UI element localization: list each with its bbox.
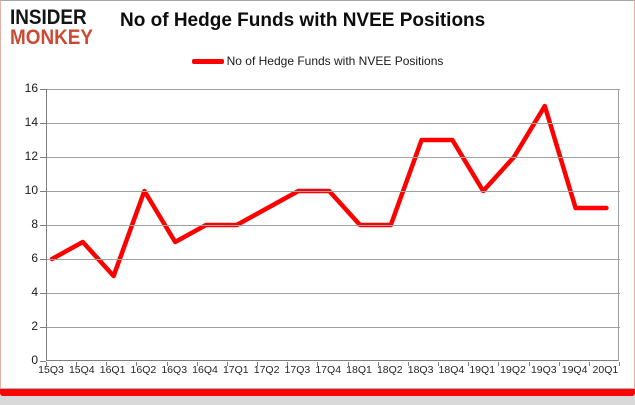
x-axis-category-label: 15Q3 bbox=[38, 364, 64, 376]
y-axis-tick bbox=[40, 259, 46, 260]
x-axis-category-label: 19Q3 bbox=[530, 364, 557, 376]
brand-red-bar bbox=[0, 389, 635, 396]
chart-title: No of Hedge Funds with NVEE Positions bbox=[120, 10, 486, 31]
x-axis-category-label: 18Q1 bbox=[346, 364, 372, 376]
insider-monkey-logo[interactable]: INSIDER MONKEY bbox=[10, 6, 93, 49]
x-axis-tick bbox=[136, 362, 138, 366]
gridline bbox=[47, 157, 620, 158]
x-axis-tick bbox=[558, 362, 560, 366]
y-axis-tick-label: 8 bbox=[31, 217, 38, 231]
gridline bbox=[47, 123, 620, 124]
x-axis-tick bbox=[226, 362, 228, 366]
y-axis-tick-label: 2 bbox=[31, 319, 38, 333]
x-axis-tick bbox=[257, 362, 259, 366]
gridline bbox=[47, 259, 620, 260]
x-axis-category-label: 17Q2 bbox=[253, 364, 280, 376]
x-axis-tick bbox=[619, 362, 620, 366]
y-axis-tick bbox=[40, 89, 46, 90]
x-axis-category-label: 16Q4 bbox=[192, 364, 218, 376]
plot-area bbox=[46, 89, 620, 361]
y-axis-tick bbox=[40, 361, 46, 362]
chart-widget: INSIDER MONKEY No of Hedge Funds with NV… bbox=[0, 0, 635, 389]
x-axis-category-label: 16Q2 bbox=[130, 364, 157, 376]
y-axis-tick-label: 12 bbox=[24, 149, 38, 163]
x-axis-tick bbox=[468, 362, 470, 366]
x-axis-tick bbox=[377, 362, 379, 366]
x-axis-category-label: 19Q2 bbox=[500, 364, 526, 376]
y-axis-tick bbox=[40, 157, 46, 158]
x-axis-tick bbox=[317, 362, 319, 366]
y-axis-tick-label: 16 bbox=[24, 81, 38, 95]
y-axis-tick-label: 4 bbox=[31, 285, 38, 299]
x-axis-category-label: 17Q4 bbox=[315, 364, 342, 376]
y-axis-tick bbox=[40, 191, 46, 192]
x-axis-tick bbox=[588, 362, 590, 366]
y-axis-tick-label: 10 bbox=[24, 183, 38, 197]
x-axis-category-label: 20Q1 bbox=[592, 364, 619, 376]
x-axis-category-label: 16Q1 bbox=[99, 364, 126, 376]
y-axis-tick bbox=[40, 327, 46, 328]
legend-label: No of Hedge Funds with NVEE Positions bbox=[226, 54, 444, 68]
logo-text-insider: INSIDER bbox=[10, 6, 87, 29]
legend: No of Hedge Funds with NVEE Positions bbox=[1, 54, 634, 68]
y-axis-tick-label: 6 bbox=[31, 251, 38, 265]
y-axis-tick bbox=[40, 225, 46, 226]
x-axis-category-label: 19Q1 bbox=[469, 364, 496, 376]
x-axis-tick bbox=[196, 362, 198, 366]
x-axis-category-label: 16Q3 bbox=[161, 364, 188, 376]
x-axis-tick bbox=[287, 362, 289, 366]
legend-line-swatch bbox=[191, 58, 224, 64]
x-axis-category-label: 18Q4 bbox=[438, 364, 465, 376]
logo-text-monkey: MONKEY bbox=[10, 26, 93, 49]
x-axis-tick bbox=[498, 362, 500, 366]
gridline bbox=[47, 89, 620, 90]
x-axis-tick bbox=[76, 362, 78, 366]
y-axis-tick bbox=[40, 123, 46, 124]
x-axis-tick bbox=[347, 362, 349, 366]
x-axis-category-label: 17Q1 bbox=[222, 364, 249, 376]
x-axis-tick bbox=[528, 362, 530, 366]
x-axis-tick bbox=[407, 362, 409, 366]
x-axis-category-label: 17Q3 bbox=[284, 364, 311, 376]
x-axis-tick bbox=[166, 362, 168, 366]
y-axis-tick-label: 0 bbox=[31, 353, 38, 367]
x-axis-category-label: 15Q4 bbox=[68, 364, 95, 376]
gridline bbox=[47, 327, 620, 328]
x-axis-category-label: 19Q4 bbox=[561, 364, 588, 376]
x-axis-category-label: 18Q3 bbox=[407, 364, 434, 376]
gridline bbox=[47, 225, 620, 226]
y-axis-tick bbox=[40, 293, 46, 294]
x-axis-tick bbox=[106, 362, 108, 366]
y-axis-tick-label: 14 bbox=[24, 115, 38, 129]
x-axis-category-label: 18Q2 bbox=[376, 364, 403, 376]
gridline bbox=[47, 293, 620, 294]
gridline bbox=[47, 191, 620, 192]
x-axis-tick bbox=[46, 362, 47, 366]
x-axis-tick bbox=[438, 362, 440, 366]
